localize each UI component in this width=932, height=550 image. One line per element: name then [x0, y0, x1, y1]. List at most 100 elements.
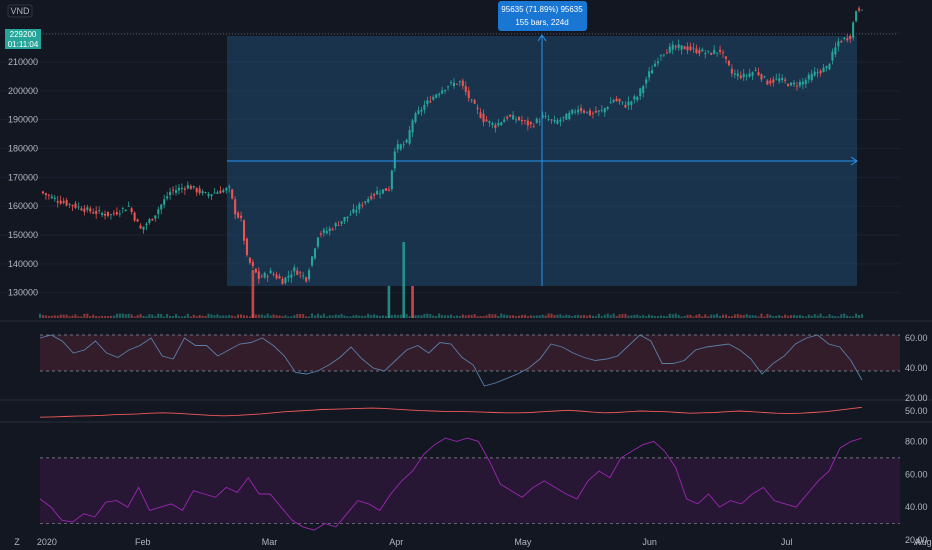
- volume-bar: [662, 315, 665, 318]
- volume-bar: [275, 315, 278, 318]
- volume-bar: [656, 316, 660, 318]
- candle-body: [240, 215, 243, 218]
- candle-body: [251, 262, 254, 267]
- measure-info-line-1: 95635 (71.89%) 95635: [501, 5, 583, 14]
- candle-body: [846, 38, 849, 41]
- candle-body: [674, 45, 677, 48]
- time-axis[interactable]: 2020FebMarAprMayJunJulAugSepOctNov: [37, 537, 932, 547]
- candle-body: [80, 208, 83, 211]
- volume-bar: [106, 315, 110, 318]
- volume-bar: [494, 314, 497, 318]
- zoom-button[interactable]: Z: [14, 537, 20, 547]
- candle-body: [795, 85, 798, 87]
- volume-bar: [849, 316, 852, 318]
- candle-body: [106, 211, 110, 216]
- candle-body: [665, 52, 668, 54]
- candle-body: [248, 257, 251, 263]
- candle-body: [62, 201, 65, 203]
- volume-spike: [411, 286, 414, 318]
- volume-bar: [441, 315, 444, 318]
- candle-body: [609, 102, 612, 104]
- measure-info-label[interactable]: 95635 (71.89%) 95635 155 bars, 224d: [498, 1, 587, 31]
- candle-body: [757, 72, 760, 75]
- candle-body: [544, 115, 547, 117]
- candle-body: [461, 80, 464, 86]
- candle-body: [101, 213, 104, 216]
- countdown-text: 01:11:04: [8, 40, 39, 49]
- volume-bar: [778, 315, 781, 318]
- volume-bar: [547, 313, 550, 318]
- volume-bar: [577, 314, 580, 318]
- candle-body: [769, 80, 772, 84]
- candle-body: [296, 270, 299, 275]
- volume-bar: [772, 316, 775, 318]
- volume-bar: [846, 315, 849, 318]
- candle-body: [494, 124, 497, 128]
- volume-bar: [651, 315, 654, 318]
- volume-bar: [148, 314, 151, 318]
- volume-bar: [618, 314, 621, 318]
- candle-body: [568, 112, 571, 119]
- candle-body: [704, 53, 707, 55]
- volume-bars: [38, 242, 864, 318]
- volume-bar: [278, 315, 281, 318]
- volume-bar: [59, 314, 62, 318]
- volume-bar: [512, 315, 515, 318]
- volume-bar: [704, 314, 707, 318]
- candle-body: [269, 270, 272, 274]
- candle-body: [630, 101, 633, 106]
- volume-bar: [485, 315, 488, 318]
- volume-bar: [62, 314, 65, 318]
- volume-bar: [219, 315, 222, 318]
- middle-indicator-panel: 50.00: [39, 406, 928, 418]
- candle-body: [801, 81, 804, 85]
- volume-bar: [381, 315, 385, 318]
- candle-body: [275, 274, 278, 279]
- candle-body: [606, 107, 609, 109]
- volume-bar: [432, 315, 435, 318]
- candle-body: [41, 191, 44, 194]
- volume-bar: [515, 316, 518, 318]
- candle-body: [792, 82, 796, 85]
- volume-bar: [719, 315, 722, 318]
- volume-bar: [174, 314, 178, 318]
- volume-bar: [464, 315, 467, 318]
- volume-bar: [86, 313, 89, 318]
- volume-bar: [754, 315, 757, 318]
- candle-body: [210, 194, 213, 197]
- candle-body: [816, 72, 819, 74]
- candle-body: [520, 120, 523, 122]
- volume-bar: [334, 314, 337, 318]
- price-tick-label: 150000: [8, 230, 38, 240]
- volume-bar: [689, 314, 692, 318]
- volume-bar: [751, 315, 754, 318]
- candle-body: [180, 187, 183, 190]
- candle-body: [426, 100, 429, 105]
- volume-bar: [639, 315, 642, 318]
- candle-body: [517, 117, 521, 121]
- volume-bar: [677, 314, 680, 318]
- volume-bar: [707, 316, 710, 318]
- volume-bar: [447, 315, 450, 318]
- volume-bar: [671, 314, 674, 318]
- candle-body: [316, 237, 319, 247]
- candle-body: [860, 9, 864, 11]
- volume-bar: [588, 315, 592, 318]
- volume-bar: [612, 313, 615, 318]
- volume-bar: [157, 313, 160, 318]
- candle-body: [74, 203, 77, 208]
- candle-body: [656, 61, 660, 64]
- candle-body: [402, 144, 405, 145]
- volume-bar: [816, 315, 819, 318]
- candle-body: [245, 238, 249, 256]
- candle-body: [597, 110, 600, 112]
- volume-bar: [585, 315, 589, 318]
- volume-bar: [349, 316, 352, 318]
- auto-scale-button[interactable]: A: [914, 537, 920, 547]
- volume-bar: [195, 316, 198, 318]
- volume-bar: [44, 315, 47, 318]
- candle-body: [506, 116, 509, 119]
- candle-body: [86, 207, 89, 210]
- volume-bar: [497, 315, 500, 318]
